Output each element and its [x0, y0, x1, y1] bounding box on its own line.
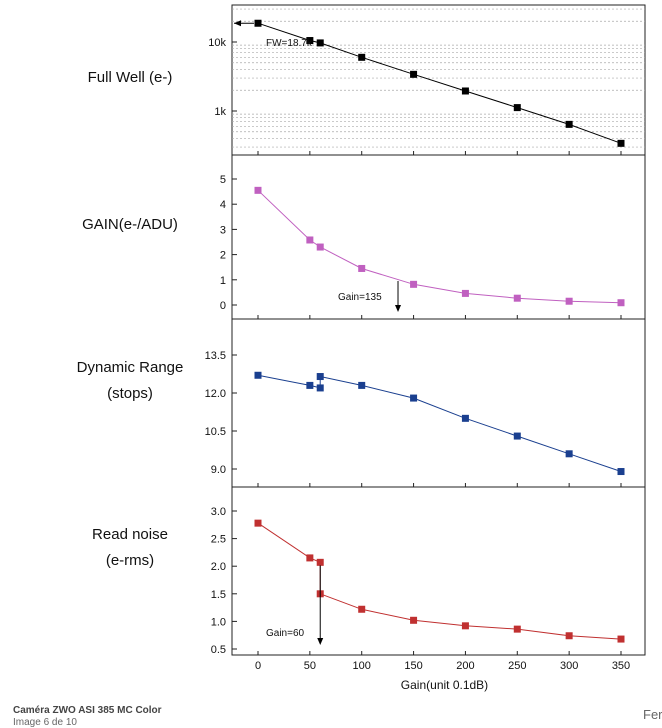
- y-tick-label: 13.5: [205, 350, 226, 362]
- y-tick-label: 4: [220, 199, 226, 211]
- data-point: [617, 299, 625, 307]
- data-point: [461, 622, 469, 630]
- data-point: [513, 625, 521, 633]
- data-point: [358, 53, 366, 61]
- y-tick-label: 3: [220, 224, 226, 236]
- image-caption: Caméra ZWO ASI 385 MC Color: [13, 705, 162, 716]
- data-point: [358, 605, 366, 613]
- panel-label-read-noise: Read noise: [92, 526, 168, 543]
- y-tick-label: 10k: [208, 37, 226, 49]
- y-tick-label: 2.5: [211, 534, 226, 546]
- x-tick-label: 300: [560, 660, 578, 672]
- series-line: [257, 522, 622, 640]
- panel-frame: [231, 486, 646, 656]
- data-point: [410, 394, 418, 402]
- annotation-label: Gain=135: [338, 292, 382, 303]
- panel-frame: [231, 154, 646, 320]
- data-point: [254, 371, 262, 379]
- data-point: [410, 616, 418, 624]
- data-point: [316, 558, 324, 566]
- panel-label-dynamic-range: Dynamic Range: [76, 359, 184, 376]
- data-point: [306, 37, 314, 45]
- panel-label-gain: GAIN(e-/ADU): [82, 216, 178, 233]
- data-point: [461, 87, 469, 95]
- data-point: [316, 384, 324, 392]
- annotation-label: FW=18.7k: [266, 38, 313, 49]
- panel-frame: [231, 4, 646, 156]
- y-tick-label: 9.0: [211, 464, 226, 476]
- data-point: [306, 236, 314, 244]
- data-point: [617, 139, 625, 147]
- data-point: [306, 554, 314, 562]
- annotation-arrowhead: [395, 305, 402, 312]
- data-point: [358, 264, 366, 272]
- panel-label-dynamic-range-unit: (stops): [107, 385, 153, 402]
- y-tick-label: 1.0: [211, 616, 226, 628]
- annotation-arrowhead: [234, 20, 241, 27]
- x-tick-label: 350: [612, 660, 630, 672]
- data-point: [316, 373, 324, 381]
- x-tick-label: 0: [255, 660, 261, 672]
- data-point: [410, 70, 418, 78]
- data-point: [617, 635, 625, 643]
- data-point: [513, 432, 521, 440]
- data-point: [316, 243, 324, 251]
- y-tick-label: 12.0: [205, 388, 226, 400]
- y-tick-label: 0: [220, 300, 226, 312]
- data-point: [254, 519, 262, 527]
- data-point: [565, 450, 573, 458]
- data-point: [617, 468, 625, 476]
- data-point: [513, 104, 521, 112]
- data-point: [565, 297, 573, 305]
- annotation-label: Gain=60: [266, 628, 305, 639]
- y-tick-label: 1: [220, 275, 226, 287]
- data-point: [254, 186, 262, 194]
- y-tick-label: 10.5: [205, 426, 226, 438]
- y-tick-label: 1k: [214, 106, 226, 118]
- y-tick-label: 5: [220, 174, 226, 186]
- panel-label-full-well: Full Well (e-): [87, 69, 173, 86]
- data-point: [565, 120, 573, 128]
- y-tick-label: 1.5: [211, 589, 226, 601]
- data-point: [306, 381, 314, 389]
- data-point: [565, 632, 573, 640]
- image-caption-sub: Image 6 de 10: [13, 717, 77, 728]
- annotation-arrowhead: [317, 638, 324, 645]
- data-point: [461, 414, 469, 422]
- series-line: [257, 374, 622, 472]
- x-tick-label: 150: [404, 660, 422, 672]
- x-tick-label: 250: [508, 660, 526, 672]
- panel-frame: [231, 318, 646, 488]
- y-tick-label: 0.5: [211, 644, 226, 656]
- data-point: [316, 39, 324, 47]
- x-axis-title: Gain(unit 0.1dB): [401, 678, 488, 692]
- corner-text: Fer: [643, 707, 662, 722]
- x-tick-label: 50: [304, 660, 316, 672]
- data-point: [410, 280, 418, 288]
- y-tick-label: 2: [220, 250, 226, 262]
- y-tick-label: 3.0: [211, 506, 226, 518]
- data-point: [254, 19, 262, 27]
- panel-label-read-noise-unit: (e-rms): [105, 552, 155, 569]
- data-point: [358, 381, 366, 389]
- series-line: [257, 189, 622, 304]
- data-point: [513, 294, 521, 302]
- x-tick-label: 100: [353, 660, 371, 672]
- x-tick-label: 200: [456, 660, 474, 672]
- data-point: [461, 289, 469, 297]
- y-tick-label: 2.0: [211, 561, 226, 573]
